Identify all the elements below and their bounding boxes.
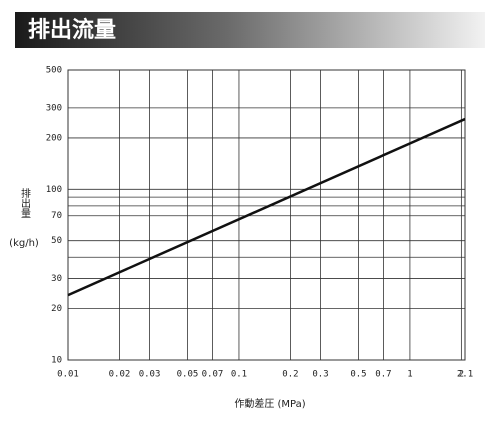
x-tick-label: 0.03 [139, 370, 161, 380]
x-tick-label: 0.02 [109, 370, 131, 380]
x-tick-label: 2.1 [457, 370, 473, 380]
x-tick-label: 0.7 [375, 370, 391, 380]
y-tick-label: 70 [51, 211, 62, 221]
x-tick-label: 0.3 [312, 370, 328, 380]
y-tick-label: 500 [46, 66, 62, 76]
y-tick-label: 50 [51, 236, 62, 246]
y-tick-label: 100 [46, 185, 62, 195]
chart-title: 排出流量 [28, 17, 116, 43]
y-axis-unit: (kg/h) [9, 238, 39, 249]
y-axis-label: 排出量 [19, 187, 31, 218]
x-tick-label: 0.5 [350, 370, 366, 380]
x-tick-label: 2 [459, 370, 464, 380]
y-tick-label: 200 [46, 133, 62, 143]
x-tick-label: 1 [407, 370, 412, 380]
x-axis-label: 作動差圧 (MPa) [234, 397, 305, 410]
x-tick-label: 0.2 [282, 370, 298, 380]
x-tick-label: 0.05 [177, 370, 199, 380]
x-tick-label: 0.1 [231, 370, 247, 380]
y-tick-label: 30 [51, 274, 62, 284]
y-tick-label: 20 [51, 304, 62, 314]
y-tick-label: 300 [46, 103, 62, 113]
plot-frame [67, 69, 466, 361]
data-line [67, 117, 466, 297]
x-tick-label: 0.01 [57, 370, 79, 380]
x-tick-label: 0.07 [202, 370, 224, 380]
header-bar [15, 12, 485, 48]
y-tick-label: 10 [51, 356, 62, 366]
